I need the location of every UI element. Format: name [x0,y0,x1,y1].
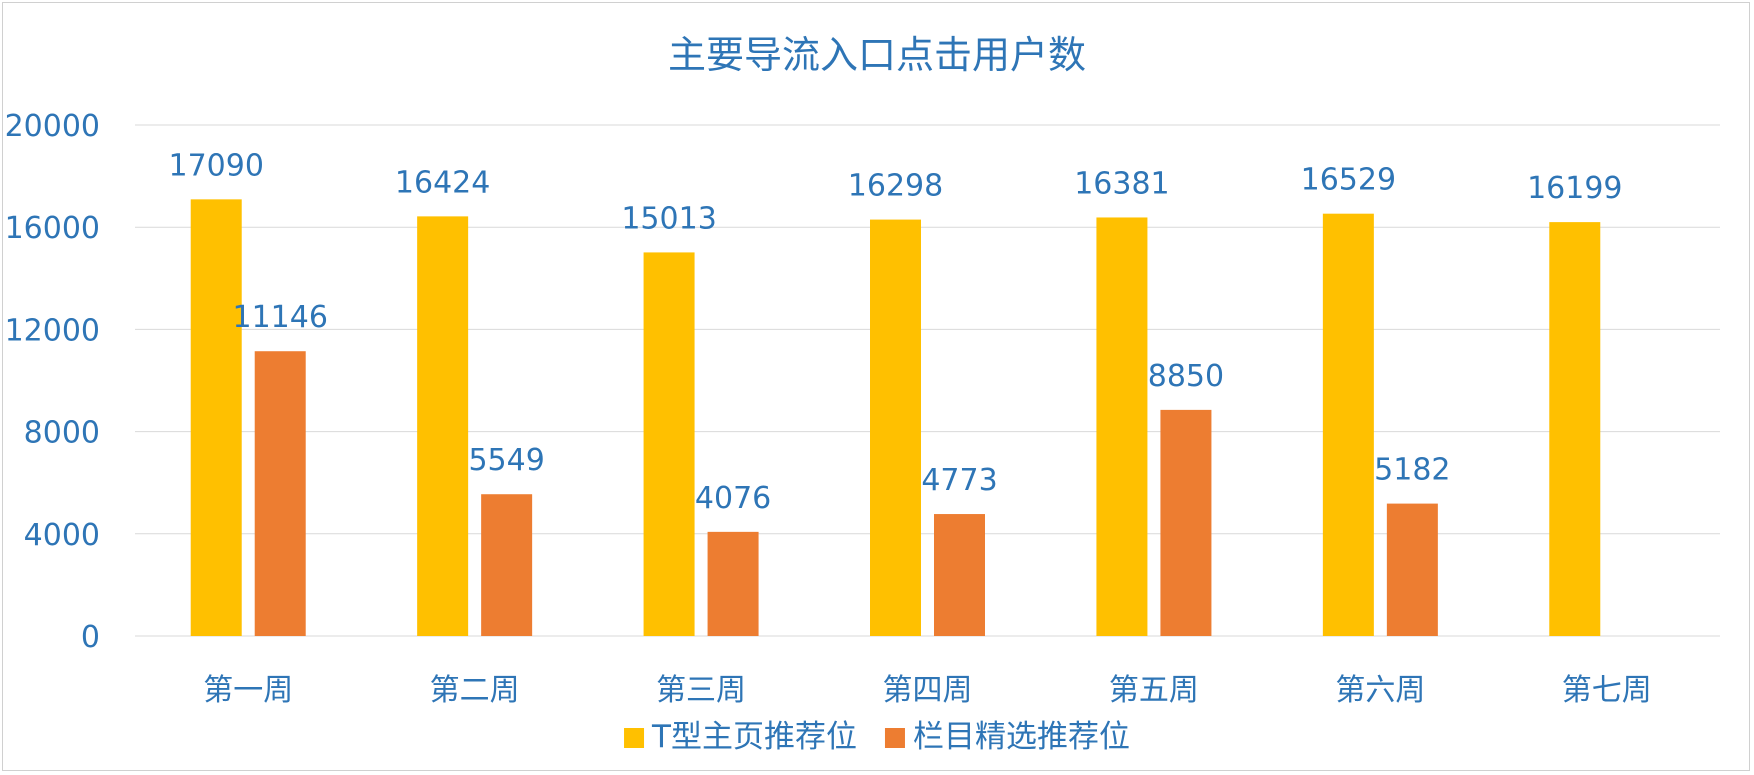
x-tick-label: 第一周 [203,673,293,708]
data-label: 16381 [1074,166,1169,201]
legend: T型主页推荐位 栏目精选推荐位 [624,719,1130,755]
bar [1160,409,1212,636]
bar [1322,213,1374,636]
legend-swatch [624,728,645,748]
x-axis-ticks: 第一周 第二周 第三周 第四周 第五周 第六周 第七周 [203,673,1652,708]
data-label: 16298 [848,169,943,204]
legend-swatch [884,728,905,748]
y-axis-ticks: 0 4000 8000 12000 16000 20000 [5,109,100,655]
bar [1549,222,1601,637]
chart-title: 主要导流入口点击用户数 [668,33,1086,77]
y-tick-label: 8000 [24,416,100,451]
bar [707,531,759,636]
bar [870,219,921,636]
x-tick-label: 第七周 [1562,673,1652,708]
data-label: 16199 [1527,171,1622,206]
bar [1386,503,1438,636]
legend-item: 栏目精选推荐位 [884,719,1130,755]
y-tick-label: 12000 [5,313,100,348]
data-label: 4076 [695,481,771,516]
data-label: 15013 [621,201,716,236]
data-label: 5182 [1374,453,1450,488]
data-label: 5549 [468,443,544,478]
bars [190,199,1601,637]
x-tick-label: 第四周 [883,673,973,708]
y-tick-label: 0 [81,620,100,655]
x-tick-label: 第五周 [1109,673,1199,708]
y-tick-label: 4000 [24,518,100,553]
data-labels: 17090 11146 16424 5549 15013 4076 16298 4773 163… [168,148,1622,516]
x-tick-label: 第三周 [656,673,746,708]
y-tick-label: 16000 [5,211,100,246]
bar [934,514,985,636]
bar [190,199,242,636]
bar [1096,217,1148,636]
data-label: 4773 [921,463,997,498]
data-label: 8850 [1148,359,1224,394]
x-tick-label: 第二周 [430,673,520,708]
gridlines [135,124,1720,637]
bar [481,494,533,636]
bar [417,216,469,636]
data-label: 16424 [395,165,490,200]
y-tick-label: 20000 [5,109,100,144]
legend-label: 栏目精选推荐位 [913,719,1130,755]
legend-label: T型主页推荐位 [651,719,857,755]
legend-item: T型主页推荐位 [624,719,857,755]
data-label: 17090 [168,148,263,183]
bar [254,351,306,636]
bar [643,252,695,636]
data-label: 16529 [1301,163,1396,198]
data-label: 11146 [232,300,327,335]
x-tick-label: 第六周 [1335,673,1425,708]
